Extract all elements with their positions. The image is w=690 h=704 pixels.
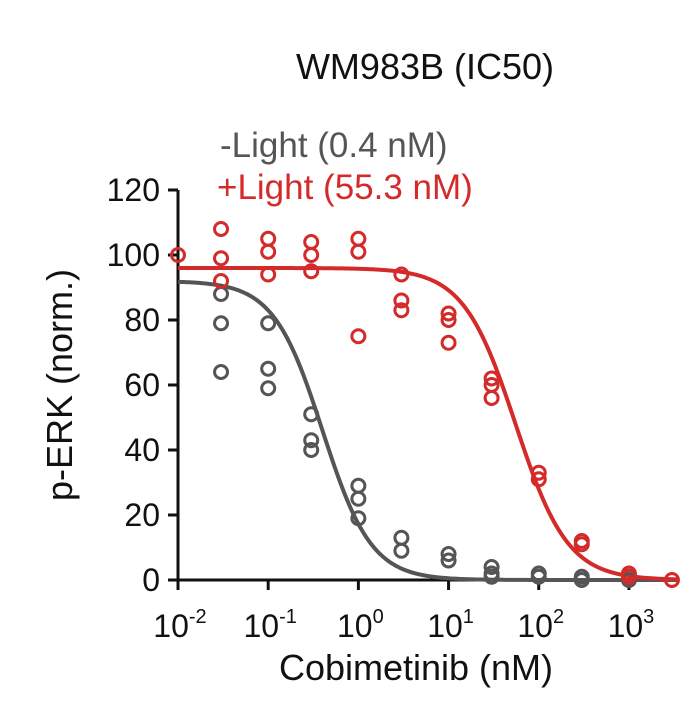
data-point-series-1 <box>393 292 410 309</box>
legend-entry-minus-light: -Light (0.4 nM) <box>220 126 448 165</box>
y-tick-label: 0 <box>142 562 160 598</box>
data-point-series-0 <box>440 552 457 569</box>
data-point-series-0 <box>213 364 230 380</box>
data-point-series-0 <box>393 542 410 559</box>
fit-curves <box>177 266 679 582</box>
fit-curve-series-0 <box>177 279 678 582</box>
data-point-series-0 <box>483 568 500 585</box>
data-point-series-0 <box>483 559 500 575</box>
data-point-series-0 <box>530 568 547 585</box>
data-point-series-1 <box>213 250 230 267</box>
data-point-series-1 <box>213 273 230 289</box>
data-point-series-1 <box>350 243 367 260</box>
data-point-series-0 <box>213 286 230 302</box>
data-point-series-0 <box>350 510 367 527</box>
data-point-series-1 <box>260 266 277 283</box>
y-tick-label: 60 <box>124 367 160 403</box>
data-point-series-0 <box>350 477 367 494</box>
y-tick-label: 40 <box>124 432 160 468</box>
data-points <box>170 221 680 588</box>
data-point-series-1 <box>440 312 457 328</box>
data-point-series-0 <box>440 546 457 562</box>
x-axis-label: Cobimetinib (nM) <box>279 647 553 688</box>
data-point-series-0 <box>260 380 277 397</box>
data-point-series-0 <box>303 406 320 423</box>
axes <box>176 190 678 582</box>
data-point-series-1 <box>393 302 410 319</box>
y-tick-label: 20 <box>124 497 160 533</box>
data-point-series-1 <box>620 568 637 585</box>
y-tick-label: 100 <box>107 237 160 273</box>
data-point-series-1 <box>350 230 367 247</box>
x-tick-label: 103 <box>608 606 655 644</box>
chart-title: WM983B (IC50) <box>296 46 554 87</box>
data-point-series-0 <box>350 490 367 507</box>
x-tick-label: 10-1 <box>243 606 296 644</box>
data-point-series-1 <box>303 247 320 263</box>
data-point-series-1 <box>483 390 500 406</box>
fit-curve-series-1 <box>178 266 679 582</box>
data-point-series-1 <box>260 243 277 260</box>
data-point-series-1 <box>213 221 230 237</box>
data-point-series-1 <box>663 572 680 588</box>
legend-entry-plus-light: +Light (55.3 nM) <box>217 168 473 207</box>
data-point-series-1 <box>303 234 320 250</box>
data-point-series-0 <box>393 529 410 546</box>
data-point-series-0 <box>260 360 277 377</box>
data-point-series-1 <box>573 536 590 553</box>
y-tick-label: 120 <box>107 172 160 208</box>
data-point-series-0 <box>303 432 320 449</box>
data-point-series-1 <box>170 247 186 263</box>
data-point-series-1 <box>530 464 547 481</box>
data-point-series-0 <box>573 572 590 588</box>
x-tick-label: 101 <box>427 606 474 644</box>
x-tick-label: 10-2 <box>153 606 206 644</box>
data-point-series-1 <box>350 328 367 345</box>
data-point-series-0 <box>213 315 230 332</box>
data-point-series-1 <box>440 305 457 322</box>
data-point-series-0 <box>260 315 277 332</box>
x-tick-label: 102 <box>517 606 564 644</box>
data-point-series-1 <box>303 263 320 280</box>
data-point-series-1 <box>260 230 277 247</box>
x-tick-label: 100 <box>337 606 384 644</box>
y-axis-label: p-ERK (norm.) <box>39 269 80 501</box>
ticks: 0 20 40 60 80 100 120 10-2 10-1 100 101 102 103 <box>107 172 655 644</box>
data-point-series-0 <box>303 442 320 458</box>
data-point-series-1 <box>483 370 500 387</box>
data-point-series-1 <box>440 334 457 351</box>
data-point-series-1 <box>393 266 410 283</box>
y-tick-label: 80 <box>124 302 160 338</box>
data-point-series-1 <box>530 471 547 488</box>
